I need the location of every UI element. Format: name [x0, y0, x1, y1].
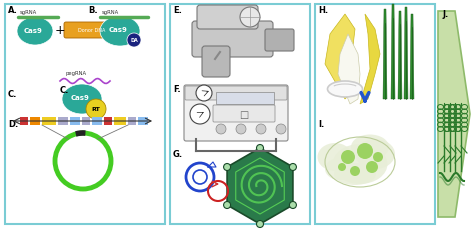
Ellipse shape — [127, 34, 141, 48]
Text: B.: B. — [88, 6, 98, 15]
FancyBboxPatch shape — [184, 86, 288, 141]
Ellipse shape — [332, 144, 388, 184]
Polygon shape — [325, 15, 355, 100]
Text: Donor DNA: Donor DNA — [78, 28, 106, 33]
Bar — [58, 117, 68, 125]
Ellipse shape — [351, 135, 389, 160]
Circle shape — [373, 152, 383, 162]
Polygon shape — [410, 15, 414, 100]
Circle shape — [256, 124, 266, 134]
Ellipse shape — [355, 139, 395, 169]
Text: +: + — [55, 23, 65, 36]
Circle shape — [86, 100, 106, 120]
Circle shape — [290, 164, 296, 171]
FancyBboxPatch shape — [185, 87, 287, 101]
FancyBboxPatch shape — [265, 30, 294, 52]
Ellipse shape — [38, 31, 51, 41]
Ellipse shape — [325, 158, 355, 180]
Ellipse shape — [334, 163, 376, 185]
Text: C.: C. — [60, 86, 69, 95]
Text: Cas9: Cas9 — [24, 27, 43, 33]
Text: pegRNA: pegRNA — [65, 71, 86, 76]
Ellipse shape — [86, 99, 100, 109]
Bar — [114, 117, 126, 125]
Ellipse shape — [17, 18, 53, 46]
Ellipse shape — [318, 143, 353, 171]
Bar — [216, 93, 274, 105]
Polygon shape — [391, 5, 395, 100]
Polygon shape — [438, 12, 470, 217]
Circle shape — [236, 124, 246, 134]
Polygon shape — [404, 8, 408, 100]
Bar — [138, 117, 148, 125]
Bar — [170, 5, 310, 224]
Text: F.: F. — [173, 85, 181, 94]
Text: H.: H. — [318, 6, 328, 15]
Text: E.: E. — [173, 6, 182, 15]
Text: I.: I. — [318, 120, 324, 128]
Polygon shape — [383, 10, 387, 100]
Bar — [82, 117, 90, 125]
Bar — [92, 117, 102, 125]
Circle shape — [196, 86, 212, 101]
Circle shape — [240, 8, 260, 28]
Circle shape — [366, 161, 378, 173]
Bar — [42, 117, 56, 125]
Polygon shape — [227, 148, 293, 224]
Ellipse shape — [62, 85, 102, 114]
Text: C.: C. — [8, 90, 18, 98]
FancyBboxPatch shape — [213, 106, 275, 123]
Circle shape — [256, 145, 264, 152]
Circle shape — [224, 202, 230, 209]
Ellipse shape — [100, 17, 140, 47]
Text: Cas9: Cas9 — [109, 27, 128, 33]
Text: □: □ — [239, 109, 249, 120]
Circle shape — [338, 163, 346, 171]
Circle shape — [190, 105, 210, 124]
Text: D.: D. — [8, 120, 18, 128]
Bar — [128, 117, 136, 125]
Ellipse shape — [328, 82, 363, 98]
Text: sgRNA: sgRNA — [102, 10, 119, 15]
Text: sgRNA: sgRNA — [20, 10, 37, 15]
Bar — [104, 117, 112, 125]
Text: DA: DA — [130, 38, 138, 43]
Circle shape — [216, 124, 226, 134]
FancyBboxPatch shape — [64, 23, 120, 39]
Circle shape — [341, 150, 355, 164]
Bar — [315, 5, 435, 224]
Circle shape — [276, 124, 286, 134]
Text: RT: RT — [91, 107, 100, 112]
Bar — [70, 117, 80, 125]
Text: Cas9: Cas9 — [71, 95, 90, 101]
Text: A.: A. — [8, 6, 18, 15]
Circle shape — [256, 221, 264, 227]
Bar — [30, 117, 40, 125]
FancyBboxPatch shape — [192, 22, 273, 58]
Polygon shape — [360, 15, 380, 105]
FancyBboxPatch shape — [202, 47, 230, 78]
Bar — [20, 117, 28, 125]
Text: G.: G. — [173, 149, 183, 158]
Polygon shape — [398, 12, 402, 100]
Circle shape — [224, 164, 230, 171]
Circle shape — [290, 202, 296, 209]
FancyBboxPatch shape — [197, 6, 258, 30]
Circle shape — [357, 143, 373, 159]
Text: J.: J. — [442, 10, 448, 19]
Bar — [5, 5, 165, 224]
Polygon shape — [338, 35, 360, 105]
Circle shape — [350, 166, 360, 176]
Ellipse shape — [124, 31, 138, 42]
